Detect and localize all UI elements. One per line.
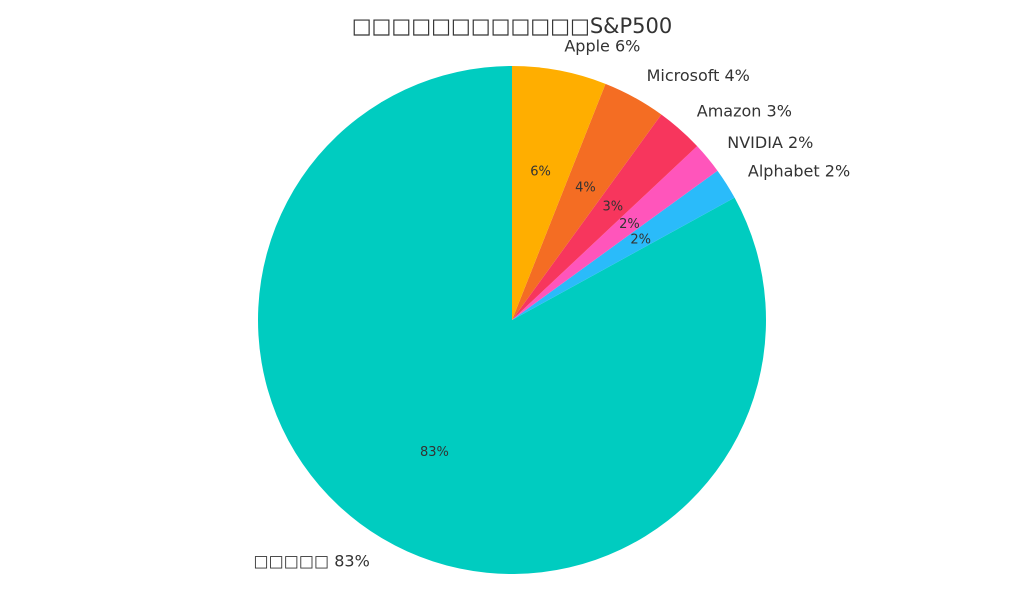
pie-inner-label-5: 6% [530, 164, 551, 179]
pie-inner-label-0: 83% [420, 445, 449, 460]
pie-slice-0 [258, 66, 767, 574]
pie-inner-labels: 83% 2%2% 3% 4% 6% [420, 164, 651, 460]
pie-slice-4 [512, 83, 662, 320]
pie-slice-5 [512, 66, 606, 320]
pie-inner-label-1: 2% [630, 232, 651, 247]
pie-outer-label-4: Microsoft 4% [647, 66, 750, 85]
pie-slice-3 [512, 114, 698, 320]
pie-outer-label-0: □□□□□ 83% [254, 551, 370, 570]
pie-outer-label-1: Alphabet 2% [748, 161, 850, 180]
pie-inner-label-2: 2% [619, 217, 640, 232]
pie-outer-labels: □□□□□ 83% Alphabet 2% NVIDIA 2% Amazon 3% Mi… [254, 37, 851, 571]
pie-slice-2 [512, 146, 718, 320]
pie-slices [258, 66, 767, 574]
pie-inner-label-4: 4% [575, 180, 596, 195]
pie-inner-label-3: 3% [602, 200, 623, 215]
pie-outer-label-5: Apple 6% [564, 37, 640, 56]
pie-outer-label-3: Amazon 3% [697, 101, 792, 120]
pie-outer-label-2: NVIDIA 2% [727, 133, 813, 152]
chart-title: □□□□□□□□□□□□S&P500 [352, 14, 673, 38]
pie-slice-1 [512, 170, 735, 320]
